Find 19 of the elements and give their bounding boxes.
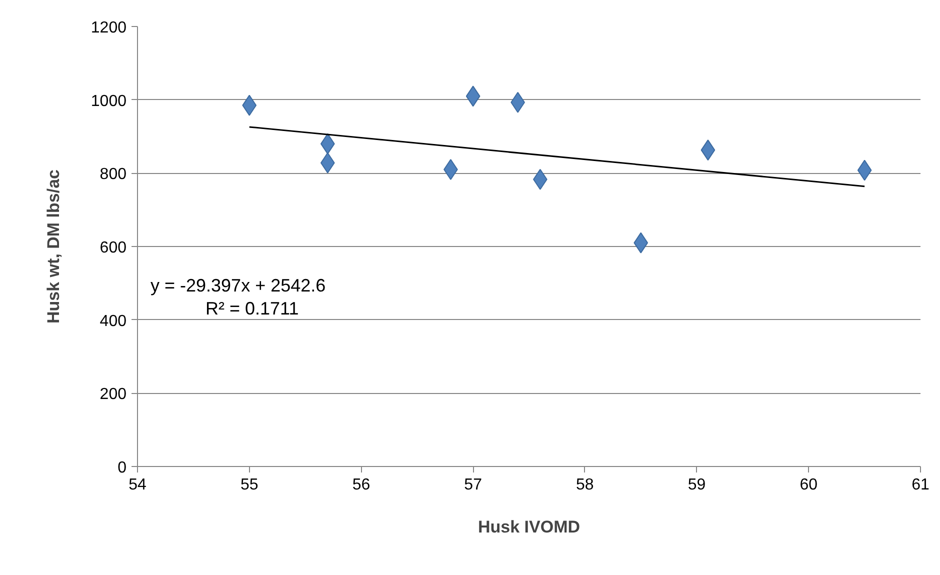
- x-tick-label: 55: [240, 476, 258, 494]
- y-tick-label: 1000: [90, 92, 127, 110]
- y-tick-label: 600: [100, 240, 127, 256]
- x-axis-title: Husk IVOMD: [478, 518, 580, 536]
- y-tick-label: 0: [118, 460, 127, 476]
- x-tick-label: 61: [912, 476, 930, 494]
- x-tick-label: 59: [688, 476, 706, 494]
- y-tick-label: 400: [100, 312, 127, 330]
- y-axis-title: Husk wt, DM lbs/ac: [44, 170, 63, 324]
- x-tick-label: 58: [576, 476, 594, 494]
- x-tick-label: 56: [352, 476, 370, 494]
- x-tick-label: 60: [800, 476, 818, 494]
- annotation: R² = 0.1711: [206, 298, 299, 318]
- y-tick-label: 200: [100, 386, 127, 404]
- x-tick-label: 57: [464, 476, 482, 494]
- annotation: y = -29.397x + 2542.6: [150, 276, 326, 296]
- x-tick-label: 54: [128, 476, 146, 494]
- y-tick-label: 800: [100, 166, 127, 184]
- y-tick-label: 1200: [90, 20, 127, 36]
